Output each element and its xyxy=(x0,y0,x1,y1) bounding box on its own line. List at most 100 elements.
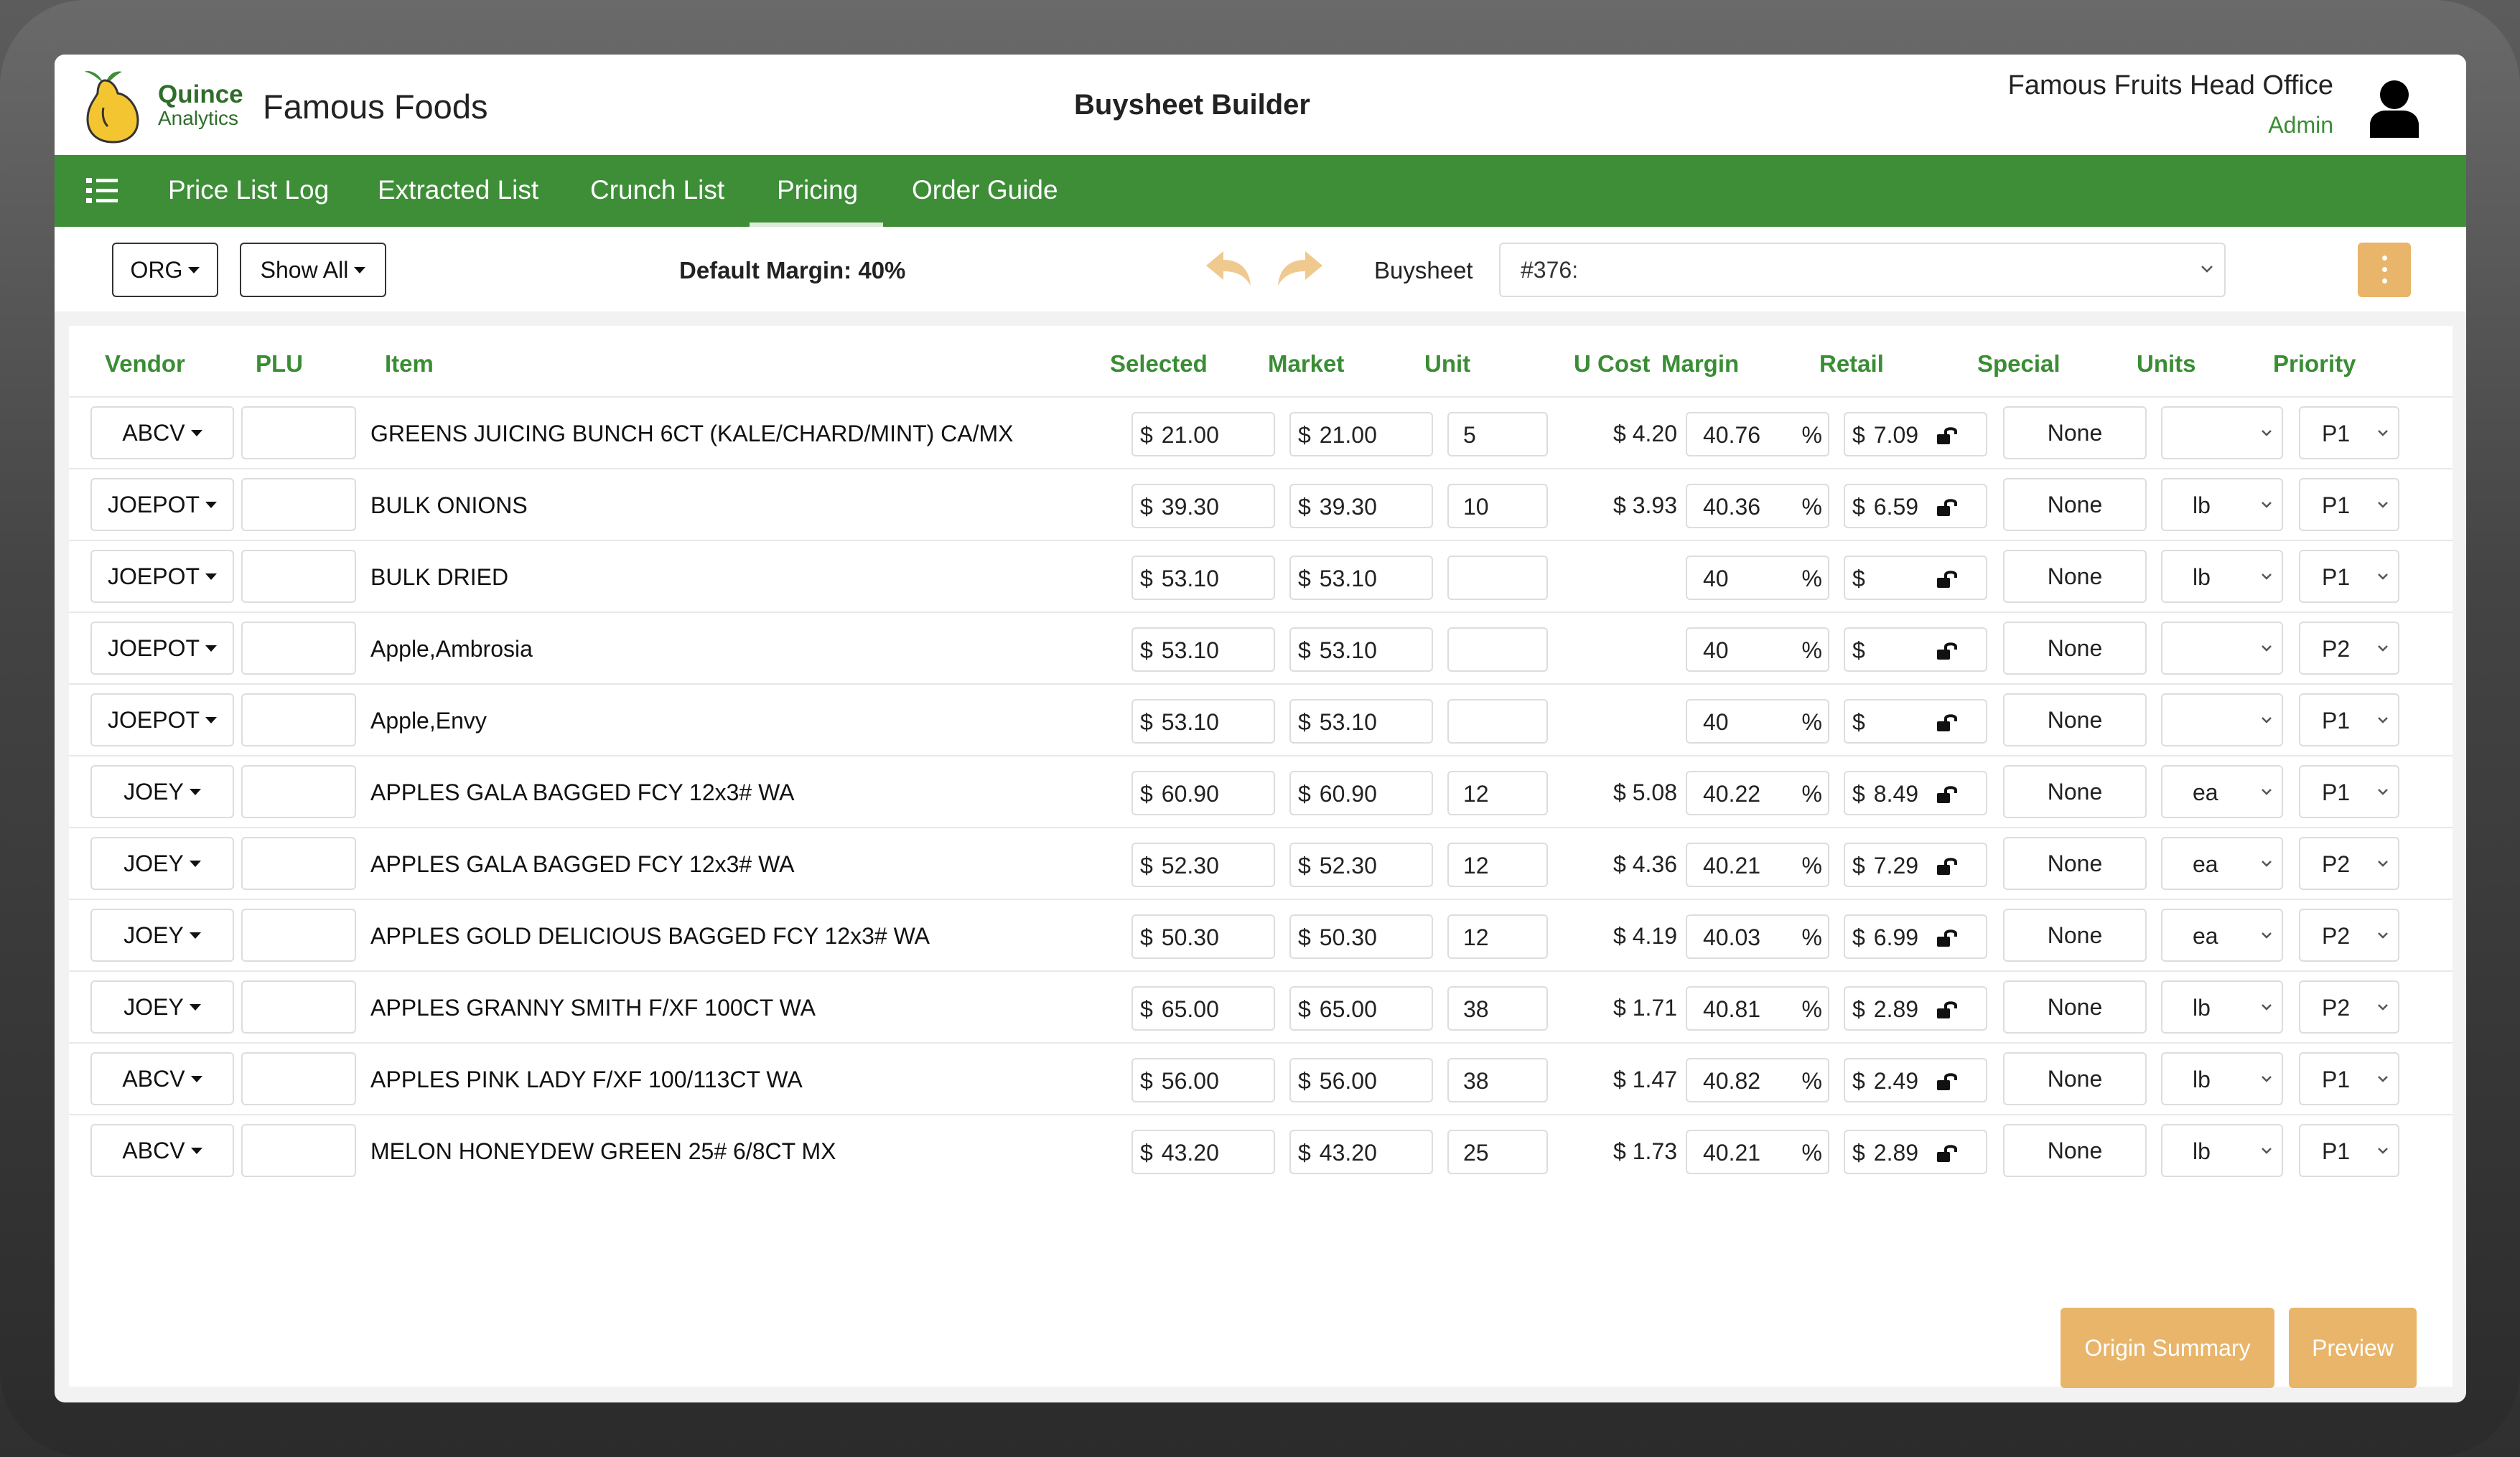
special-button[interactable]: None xyxy=(2003,980,2147,1034)
priority-select[interactable]: P1 xyxy=(2299,693,2399,746)
unit-input[interactable] xyxy=(1447,556,1548,600)
margin-input[interactable]: 40% xyxy=(1686,699,1829,744)
unit-input[interactable]: 38 xyxy=(1447,986,1548,1031)
retail-price-input[interactable]: $8.49 xyxy=(1844,771,1987,815)
lock-open-icon[interactable] xyxy=(1936,713,1960,732)
margin-input[interactable]: 40.03% xyxy=(1686,914,1829,959)
nav-order-guide[interactable]: Order Guide xyxy=(912,175,1058,205)
selected-price-input[interactable]: $53.10 xyxy=(1131,627,1275,672)
nav-extracted-list[interactable]: Extracted List xyxy=(378,175,539,205)
nav-price-list-log[interactable]: Price List Log xyxy=(168,175,330,205)
priority-select[interactable]: P2 xyxy=(2299,909,2399,962)
nav-crunch-list[interactable]: Crunch List xyxy=(590,175,725,205)
margin-input[interactable]: 40.21% xyxy=(1686,1130,1829,1174)
vendor-dropdown-button[interactable]: ABCV xyxy=(90,1124,234,1177)
margin-input[interactable]: 40.22% xyxy=(1686,771,1829,815)
vendor-dropdown-button[interactable]: ABCV xyxy=(90,406,234,459)
margin-input[interactable]: 40.82% xyxy=(1686,1058,1829,1102)
vendor-dropdown-button[interactable]: JOEY xyxy=(90,909,234,962)
selected-price-input[interactable]: $21.00 xyxy=(1131,412,1275,456)
priority-select[interactable]: P2 xyxy=(2299,837,2399,890)
kebab-menu-icon[interactable] xyxy=(2358,243,2411,297)
plu-input[interactable] xyxy=(241,765,356,818)
selected-price-input[interactable]: $52.30 xyxy=(1131,843,1275,887)
selected-price-input[interactable]: $39.30 xyxy=(1131,484,1275,528)
plu-input[interactable] xyxy=(241,550,356,603)
units-select[interactable]: ea xyxy=(2161,837,2283,890)
priority-select[interactable]: P2 xyxy=(2299,622,2399,675)
margin-input[interactable]: 40.36% xyxy=(1686,484,1829,528)
lock-open-icon[interactable] xyxy=(1936,642,1960,660)
lock-open-icon[interactable] xyxy=(1936,426,1960,445)
plu-input[interactable] xyxy=(241,406,356,459)
unit-input[interactable]: 12 xyxy=(1447,843,1548,887)
market-price-input[interactable]: $21.00 xyxy=(1289,412,1433,456)
selected-price-input[interactable]: $53.10 xyxy=(1131,699,1275,744)
market-price-input[interactable]: $52.30 xyxy=(1289,843,1433,887)
selected-price-input[interactable]: $65.00 xyxy=(1131,986,1275,1031)
retail-price-input[interactable]: $7.09 xyxy=(1844,412,1987,456)
lock-open-icon[interactable] xyxy=(1936,857,1960,876)
priority-select[interactable]: P1 xyxy=(2299,1124,2399,1177)
selected-price-input[interactable]: $53.10 xyxy=(1131,556,1275,600)
lock-open-icon[interactable] xyxy=(1936,1001,1960,1019)
origin-summary-button[interactable]: Origin Summary xyxy=(2061,1308,2274,1388)
user-avatar-icon[interactable] xyxy=(2367,79,2422,138)
market-price-input[interactable]: $43.20 xyxy=(1289,1130,1433,1174)
market-price-input[interactable]: $53.10 xyxy=(1289,699,1433,744)
special-button[interactable]: None xyxy=(2003,1052,2147,1105)
unit-input[interactable]: 5 xyxy=(1447,412,1548,456)
lock-open-icon[interactable] xyxy=(1936,1072,1960,1091)
units-select[interactable]: lb xyxy=(2161,1052,2283,1105)
plu-input[interactable] xyxy=(241,622,356,675)
redo-icon[interactable] xyxy=(1275,248,1325,289)
plu-input[interactable] xyxy=(241,478,356,531)
units-select[interactable]: ea xyxy=(2161,909,2283,962)
market-price-input[interactable]: $65.00 xyxy=(1289,986,1433,1031)
market-price-input[interactable]: $53.10 xyxy=(1289,556,1433,600)
special-button[interactable]: None xyxy=(2003,406,2147,459)
special-button[interactable]: None xyxy=(2003,693,2147,746)
unit-input[interactable]: 12 xyxy=(1447,771,1548,815)
margin-input[interactable]: 40.81% xyxy=(1686,986,1829,1031)
special-button[interactable]: None xyxy=(2003,478,2147,531)
vendor-dropdown-button[interactable]: JOEY xyxy=(90,980,234,1034)
market-price-input[interactable]: $50.30 xyxy=(1289,914,1433,959)
special-button[interactable]: None xyxy=(2003,765,2147,818)
special-button[interactable]: None xyxy=(2003,622,2147,675)
units-select[interactable]: lb xyxy=(2161,980,2283,1034)
plu-input[interactable] xyxy=(241,909,356,962)
retail-price-input[interactable]: $2.89 xyxy=(1844,1130,1987,1174)
nav-pricing[interactable]: Pricing xyxy=(777,175,859,205)
buysheet-select[interactable]: #376: xyxy=(1499,243,2226,297)
special-button[interactable]: None xyxy=(2003,837,2147,890)
market-price-input[interactable]: $53.10 xyxy=(1289,627,1433,672)
org-dropdown-button[interactable]: ORG xyxy=(112,243,218,297)
unit-input[interactable] xyxy=(1447,699,1548,744)
selected-price-input[interactable]: $60.90 xyxy=(1131,771,1275,815)
vendor-dropdown-button[interactable]: JOEPOT xyxy=(90,478,234,531)
market-price-input[interactable]: $60.90 xyxy=(1289,771,1433,815)
unit-input[interactable] xyxy=(1447,627,1548,672)
priority-select[interactable]: P1 xyxy=(2299,478,2399,531)
vendor-dropdown-button[interactable]: JOEPOT xyxy=(90,693,234,746)
priority-select[interactable]: P1 xyxy=(2299,765,2399,818)
preview-button[interactable]: Preview xyxy=(2289,1308,2417,1388)
lock-open-icon[interactable] xyxy=(1936,929,1960,947)
undo-icon[interactable] xyxy=(1203,248,1254,289)
market-price-input[interactable]: $56.00 xyxy=(1289,1058,1433,1102)
units-select[interactable]: ea xyxy=(2161,765,2283,818)
vendor-dropdown-button[interactable]: JOEPOT xyxy=(90,622,234,675)
special-button[interactable]: None xyxy=(2003,909,2147,962)
selected-price-input[interactable]: $43.20 xyxy=(1131,1130,1275,1174)
lock-open-icon[interactable] xyxy=(1936,785,1960,804)
units-select[interactable]: lb xyxy=(2161,550,2283,603)
unit-input[interactable]: 10 xyxy=(1447,484,1548,528)
list-menu-icon[interactable] xyxy=(86,177,119,205)
retail-price-input[interactable]: $2.89 xyxy=(1844,986,1987,1031)
unit-input[interactable]: 25 xyxy=(1447,1130,1548,1174)
units-select[interactable] xyxy=(2161,622,2283,675)
retail-price-input[interactable]: $ xyxy=(1844,627,1987,672)
units-select[interactable]: lb xyxy=(2161,478,2283,531)
vendor-dropdown-button[interactable]: JOEPOT xyxy=(90,550,234,603)
